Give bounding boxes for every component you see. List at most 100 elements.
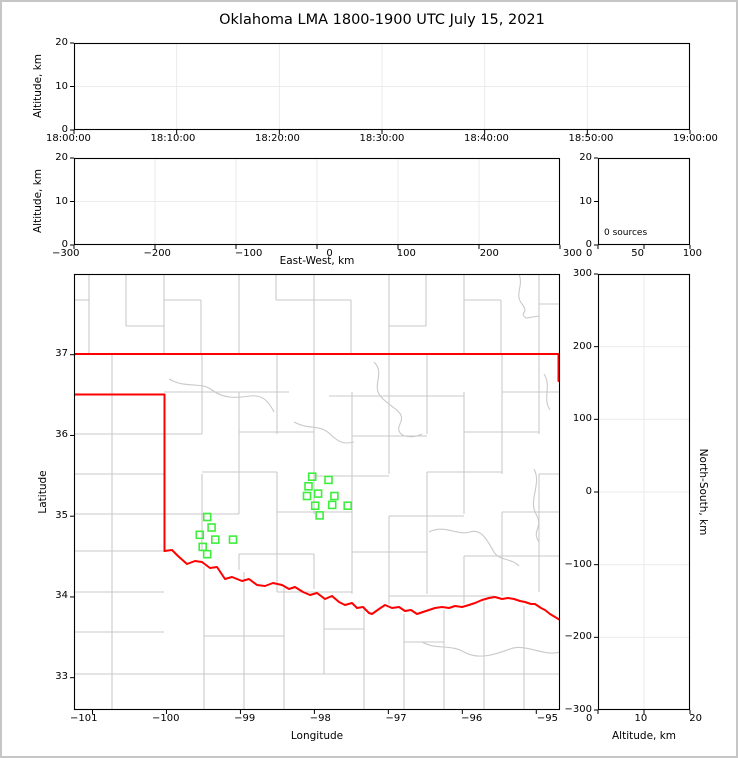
ns-panel-ylabel: North-South, km (697, 448, 709, 536)
y-tick-label: 200 (572, 340, 592, 352)
figure-title: Oklahoma LMA 1800-1900 UTC July 15, 2021 (219, 12, 545, 28)
lma-station-marker (302, 491, 312, 501)
y-tick-label: −300 (564, 703, 592, 715)
lma-station-marker (307, 472, 317, 481)
ns-panel-xlabel: Altitude, km (611, 730, 677, 742)
y-tick-label: 20 (55, 152, 68, 163)
source-count-annotation: 0 sources (604, 228, 648, 238)
x-tick-label: −95 (536, 713, 558, 724)
x-tick-label: 100 (682, 248, 702, 259)
ew-panel-yticks: 20 10 0 (48, 151, 68, 252)
lma-station-marker (304, 482, 313, 491)
source-histogram-panel (594, 157, 691, 249)
x-tick-label: 100 (396, 248, 416, 259)
map-panel-yticks: 37 36 35 34 33 (42, 347, 68, 684)
ew-panel-xticks: −300 −200 −100 0 100 200 300 (52, 248, 582, 260)
x-tick-label: 18:50:00 (568, 133, 614, 144)
y-tick-label: 34 (55, 590, 68, 602)
plan-view-map-axes (70, 273, 561, 714)
lma-station-marker (202, 549, 212, 559)
x-tick-label: 0 (586, 713, 593, 724)
lma-station-marker (310, 501, 320, 510)
x-tick-label: −101 (70, 713, 98, 724)
y-tick-label: 35 (55, 509, 68, 521)
x-tick-label: 18:40:00 (464, 133, 509, 144)
x-tick-label: −300 (52, 248, 80, 259)
y-tick-label: 20 (579, 152, 592, 163)
map-panel-xlabel: Longitude (290, 730, 344, 742)
y-tick-label: 0 (61, 124, 68, 135)
altitude-vs-time-axes (70, 42, 691, 134)
map-content (74, 274, 560, 710)
red-river-border (163, 549, 560, 621)
x-tick-label: −200 (143, 248, 171, 259)
lma-station-marker (207, 523, 216, 532)
y-tick-label: 300 (572, 268, 592, 279)
lma-station-marker (313, 489, 323, 498)
lma-station-marker (198, 542, 207, 552)
panel-frame (73, 157, 561, 246)
y-tick-label: 36 (55, 428, 68, 440)
lma-station-marker (324, 475, 333, 485)
north-south-vs-altitude-axes (594, 273, 691, 714)
time-panel-yticks: 20 10 0 (48, 36, 68, 137)
time-panel-xticks: 18:00:00 18:10:00 18:20:00 18:30:00 18:40:00… (46, 133, 718, 145)
x-tick-label: 18:00:00 (46, 133, 91, 144)
lma-station-marker (315, 511, 324, 520)
plan-view-map-panel (70, 273, 561, 714)
county-borders (74, 274, 560, 710)
y-tick-label: 10 (55, 80, 68, 92)
lma-station-marker (343, 501, 353, 510)
x-tick-label: −100 (234, 248, 263, 259)
x-tick-label: 0 (326, 248, 333, 259)
hist-panel-xticks: 0 50 100 (586, 248, 702, 260)
x-tick-label: 0 (586, 248, 593, 259)
ns-panel-xticks: 0 10 20 (586, 713, 702, 725)
lma-station-marker (211, 535, 220, 544)
x-tick-label: 18:30:00 (359, 133, 405, 144)
x-tick-label: 18:20:00 (255, 133, 300, 144)
x-tick-label: 300 (562, 248, 582, 259)
y-tick-label: 10 (55, 195, 68, 207)
lma-station-marker (195, 530, 205, 540)
lma-station-marker (327, 500, 337, 510)
panel-frame (597, 273, 691, 711)
x-tick-label: −100 (152, 713, 180, 724)
x-tick-label: 10 (634, 713, 648, 724)
y-tick-label: 37 (55, 348, 68, 359)
lma-station-marker (330, 491, 339, 501)
x-tick-label: −99 (234, 713, 256, 724)
y-tick-label: 0 (585, 239, 592, 250)
panel-frame (73, 273, 561, 711)
x-tick-label: 50 (631, 248, 644, 259)
ew-panel-ylabel: Altitude, km (32, 168, 44, 234)
x-tick-label: 18:10:00 (150, 133, 196, 144)
y-tick-label: 0 (61, 239, 68, 250)
lma-station-marker (202, 512, 212, 522)
north-south-vs-altitude-panel (594, 273, 691, 714)
y-tick-label: −100 (564, 558, 592, 570)
y-tick-label: 100 (572, 413, 592, 425)
state-borders (74, 353, 560, 621)
altitude-vs-time-panel (70, 42, 691, 134)
x-tick-label: 19:00:00 (673, 133, 718, 144)
map-panel-xticks: −101 −100 −99 −98 −97 −96 −95 (70, 713, 558, 725)
hist-panel-yticks: 20 10 0 (572, 151, 592, 252)
panel-frame (73, 42, 691, 131)
y-tick-label: 10 (579, 195, 592, 207)
ns-panel-yticks: 300 200 100 0 −100 −200 −300 (558, 267, 592, 717)
panel-frame (597, 157, 691, 246)
x-tick-label: −97 (385, 713, 407, 724)
y-tick-label: 33 (55, 671, 68, 682)
lma-stations (195, 472, 353, 559)
oklahoma-panhandle-border (74, 393, 166, 552)
source-histogram-axes (594, 157, 691, 249)
y-tick-label: 0 (585, 485, 592, 497)
altitude-vs-east-west-axes (70, 157, 561, 249)
x-tick-label: 20 (689, 713, 702, 724)
x-tick-label: −96 (461, 713, 483, 724)
lma-station-marker (228, 535, 238, 544)
y-tick-label: 20 (55, 37, 68, 48)
altitude-vs-east-west-panel (70, 157, 561, 249)
